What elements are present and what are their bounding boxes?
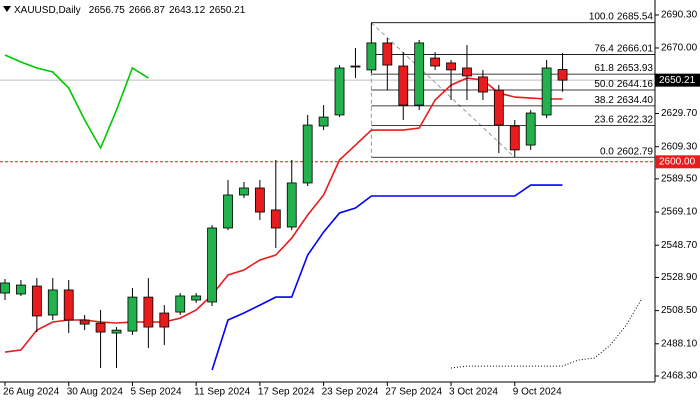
level-box — [655, 155, 700, 169]
candle-body — [63, 289, 74, 321]
header-low: 2643.12 — [169, 5, 206, 16]
bid-box — [655, 73, 700, 87]
y-tick-label: 2528.90 — [661, 272, 698, 283]
y-tick-label: 2609.30 — [661, 141, 698, 152]
candle-body — [111, 329, 122, 334]
candle-body — [398, 65, 409, 106]
candle-body — [541, 67, 552, 116]
x-tick-label: 23 Sep 2024 — [322, 387, 379, 398]
candle-body — [382, 42, 393, 66]
y-tick-label: 2548.70 — [661, 240, 698, 251]
fib-ratio: 50.0 — [594, 79, 614, 90]
fib-ratio: 100.0 — [589, 11, 614, 22]
overlay-line — [4, 77, 563, 353]
x-tick-label: 5 Sep 2024 — [130, 387, 182, 398]
fib-price: 2634.40 — [617, 95, 654, 106]
fib-label: 61.8 2653.93 — [594, 63, 653, 74]
candle-body — [191, 295, 202, 301]
candle-body — [79, 319, 90, 325]
candle-body — [207, 227, 217, 303]
fib-label: 23.6 2622.32 — [594, 114, 653, 125]
candle-body — [525, 112, 536, 146]
candle-body — [175, 295, 186, 313]
candle-body — [462, 67, 472, 77]
candle-body — [143, 296, 154, 328]
fib-ratio: 76.4 — [594, 43, 614, 54]
candle-body — [47, 289, 58, 316]
fib-label: 50.0 2644.16 — [594, 79, 653, 90]
header-open: 2656.75 — [89, 5, 126, 16]
fib-price: 2622.32 — [617, 114, 654, 125]
fib-label: 76.4 2666.01 — [594, 43, 653, 54]
candle-body — [95, 322, 106, 333]
symbol-icon — [3, 6, 11, 12]
candle-body — [0, 282, 10, 294]
candle-body — [16, 284, 26, 295]
candle-body — [557, 69, 568, 81]
candle-body — [270, 209, 281, 229]
candle-body — [318, 116, 329, 127]
overlay-line — [211, 184, 563, 371]
candle-body — [430, 57, 441, 67]
fib-price: 2602.79 — [617, 146, 654, 157]
header-close: 2650.21 — [209, 5, 246, 16]
fib-ratio: 61.8 — [594, 63, 614, 74]
candle-body — [127, 296, 138, 332]
candle-body — [223, 194, 233, 229]
x-tick-label: 26 Aug 2024 — [3, 387, 60, 398]
bid-label: 2650.21 — [659, 75, 696, 86]
x-tick-label: 11 Sep 2024 — [194, 387, 250, 398]
candle-body — [159, 312, 170, 328]
y-tick-label: 2569.10 — [661, 207, 698, 218]
candle-body — [477, 76, 488, 93]
fib-ratio: 23.6 — [594, 114, 614, 125]
y-tick-label: 2690.30 — [661, 10, 698, 21]
fib-price: 2653.93 — [617, 63, 654, 74]
candle-body — [254, 187, 265, 213]
candle-body — [350, 65, 361, 68]
fib-label: 38.2 2634.40 — [594, 95, 653, 106]
fib-ratio: 38.2 — [594, 95, 614, 106]
level-label: 2600.00 — [659, 156, 696, 167]
candle-body — [446, 62, 456, 71]
overlay-line — [4, 54, 149, 150]
chart-title: XAUUSD,Daily 2656.75 2666.87 2643.12 2650.21 — [14, 5, 246, 16]
symbol: XAUUSD,Daily — [14, 5, 81, 16]
overlay-line — [450, 297, 643, 369]
candle-body — [366, 42, 377, 71]
x-tick-label: 17 Sep 2024 — [258, 387, 315, 398]
fib-price: 2685.54 — [617, 11, 654, 22]
candle-body — [239, 187, 249, 196]
x-tick-label: 30 Aug 2024 — [67, 387, 124, 398]
x-tick-label: 27 Sep 2024 — [385, 387, 442, 398]
candle-body — [509, 125, 520, 151]
x-tick-label: 9 Oct 2024 — [513, 387, 562, 398]
fib-label: 0.0 2602.79 — [600, 146, 653, 157]
y-tick-label: 2488.10 — [661, 338, 698, 349]
fib-price: 2666.01 — [617, 43, 654, 54]
candle-body — [302, 124, 313, 184]
header-high: 2666.87 — [129, 5, 166, 16]
fib-ratio: 0.0 — [600, 146, 614, 157]
candle-body — [493, 89, 504, 126]
y-tick-label: 2508.50 — [661, 305, 698, 316]
y-tick-label: 2468.30 — [661, 371, 698, 382]
y-tick-label: 2670.00 — [661, 43, 698, 54]
y-tick-label: 2589.50 — [661, 174, 698, 185]
candle-body — [286, 182, 297, 228]
candle-body — [334, 67, 345, 116]
fib-price: 2644.16 — [617, 79, 654, 90]
x-tick-label: 3 Oct 2024 — [449, 387, 498, 398]
fib-label: 100.0 2685.54 — [589, 11, 654, 22]
candle-body — [414, 42, 425, 106]
candle-body — [31, 285, 42, 317]
y-tick-label: 2629.70 — [661, 108, 698, 119]
